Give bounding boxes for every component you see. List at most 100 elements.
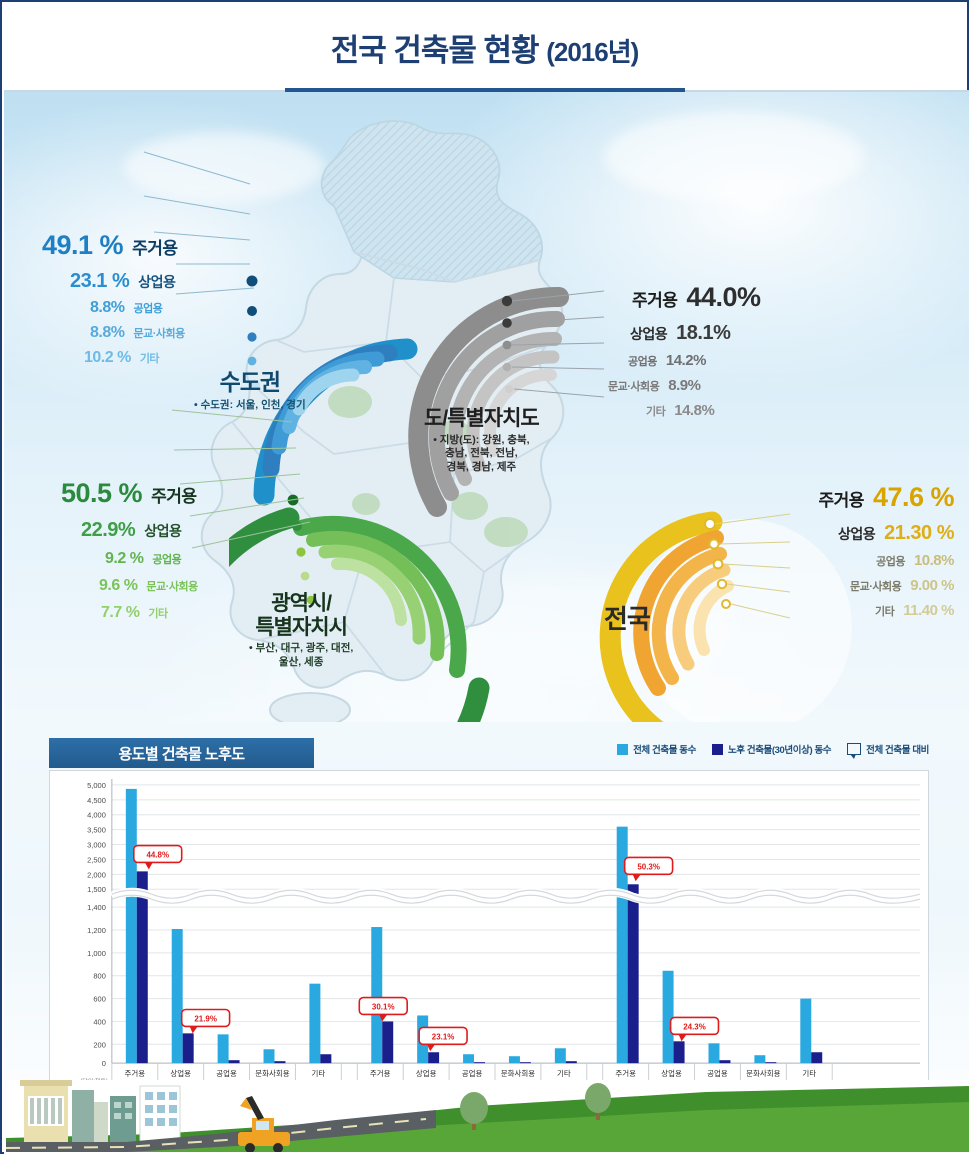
bar-aged xyxy=(182,1033,194,1064)
cloud-decor xyxy=(604,112,864,202)
bar-total xyxy=(554,1048,566,1064)
ratio-callout-label: 30.1% xyxy=(372,1003,395,1012)
stat-label: 문교·사회용 xyxy=(146,581,198,593)
bar-total xyxy=(263,1049,275,1064)
stat-label: 주거용 xyxy=(632,291,678,310)
svg-text:800: 800 xyxy=(93,972,105,981)
stat-row-commercial: 22.9% 상업용 xyxy=(81,520,379,540)
stat-row-education: 문교·사회용 9.00 % xyxy=(704,578,954,593)
bar-aged xyxy=(765,1062,777,1064)
svg-text:3,000: 3,000 xyxy=(87,841,106,850)
bar-aged xyxy=(320,1054,332,1064)
ratio-callout: 50.3% xyxy=(623,856,674,882)
svg-text:5,000: 5,000 xyxy=(87,781,106,790)
page-header: 전국 건축물 현황 (2016년) xyxy=(2,2,967,92)
stat-value: 50.5 % xyxy=(61,478,143,508)
stat-value: 9.2 % xyxy=(105,550,144,567)
stat-value: 47.6 % xyxy=(872,482,955,512)
stat-row-industrial: 9.2 % 공업용 xyxy=(105,551,379,567)
stat-label: 기타 xyxy=(875,606,895,618)
category-label: 기타 xyxy=(802,1069,816,1078)
stat-value: 7.7 % xyxy=(101,604,140,621)
chart-title: 용도별 건축물 노후도 xyxy=(118,745,246,763)
ratio-callout-label: 50.3% xyxy=(637,862,660,871)
stat-row-residential: 주거용 44.0% xyxy=(632,284,914,311)
stat-row-residential: 49.1 % 주거용 xyxy=(42,232,364,259)
arc-province-industrial xyxy=(448,331,562,486)
province-name-block: 도/특별자치도 • 지방(도): 강원, 충북, 충남, 전북, 전남, 경북,… xyxy=(424,407,540,474)
stat-label: 상업용 xyxy=(144,523,182,539)
stat-value: 9.6 % xyxy=(99,577,138,594)
ratio-callout-label: 44.8% xyxy=(146,850,169,859)
legend-label: 전체 건축물 동수 xyxy=(633,745,696,756)
stat-row-commercial: 상업용 21.30 % xyxy=(704,523,955,543)
stat-row-education: 8.8% 문교·사회용 xyxy=(90,325,364,341)
legend-item-total: 전체 건축물 동수 xyxy=(617,742,696,756)
stat-value: 11.40 % xyxy=(903,602,954,619)
ratio-callout-label: 21.9% xyxy=(194,1014,217,1023)
bar-total xyxy=(708,1043,720,1064)
metro-city-stats: 50.5 % 주거용 22.9% 상업용 9.2 % 공업용 9.6 % 문교·… xyxy=(49,480,379,621)
chart-legend: 전체 건축물 동수 노후 건축물(30년이상) 동수 전체 건축물 대비 xyxy=(617,742,929,759)
stat-label: 기타 xyxy=(139,353,160,365)
aging-chart-panel: 용도별 건축물 노후도 전체 건축물 동수 노후 건축물(30년이상) 동수 전… xyxy=(4,722,969,1154)
category-label: 주거용 xyxy=(370,1069,391,1078)
bar-aged xyxy=(382,1021,394,1064)
svg-text:4,500: 4,500 xyxy=(87,796,106,805)
svg-text:2,000: 2,000 xyxy=(87,870,106,879)
svg-text:2,500: 2,500 xyxy=(87,855,106,864)
svg-text:1,500: 1,500 xyxy=(87,885,106,894)
stat-row-residential: 50.5 % 주거용 xyxy=(61,480,379,507)
map-panel: 49.1 % 주거용 23.1 % 상업용 8.8% 공업용 8.8% 문교·사… xyxy=(4,92,969,722)
capital-region-stats: 49.1 % 주거용 23.1 % 상업용 8.8% 공업용 8.8% 문교·사… xyxy=(34,232,364,366)
stat-value: 49.1 % xyxy=(42,230,124,260)
ratio-callout-label: 24.3% xyxy=(683,1022,706,1031)
arc-capital-other xyxy=(292,368,360,416)
legend-swatch-icon xyxy=(711,743,723,755)
bar-aged xyxy=(136,871,148,1064)
stat-label: 기타 xyxy=(646,406,666,418)
category-label: 상업용 xyxy=(416,1068,437,1078)
stat-row-residential: 주거용 47.6 % xyxy=(704,482,955,512)
stat-row-industrial: 공업용 14.2% xyxy=(628,353,914,368)
arc-province-commercial xyxy=(428,310,565,501)
stat-row-other: 기타 11.40 % xyxy=(704,603,954,618)
category-label: 기타 xyxy=(557,1069,571,1078)
region-name: 수도권 xyxy=(219,369,281,395)
stat-value: 8.8% xyxy=(90,299,125,316)
category-label: 공업용 xyxy=(462,1069,483,1078)
national-stats: 주거용 47.6 % 상업용 21.30 % 공업용 10.8% 문교·사회용 … xyxy=(704,482,955,619)
arc-metro-education xyxy=(318,544,426,645)
stat-label: 문교·사회용 xyxy=(133,328,185,340)
callout-icon xyxy=(847,743,862,759)
capital-region-name-block: 수도권 • 수도권: 서울, 인천, 경기 xyxy=(194,369,306,412)
category-label: 상업용 xyxy=(661,1068,682,1078)
stat-row-other: 기타 14.8% xyxy=(646,403,914,418)
national-name-block: 전국 xyxy=(604,604,651,634)
stat-value: 10.2 % xyxy=(84,349,131,366)
svg-text:4,000: 4,000 xyxy=(87,811,106,820)
category-label: 문화사회용 xyxy=(501,1069,535,1078)
stat-value: 18.1% xyxy=(676,322,731,344)
chart-header: 용도별 건축물 노후도 전체 건축물 동수 노후 건축물(30년이상) 동수 전… xyxy=(49,738,929,768)
region-note: • 지방(도): 강원, 충북, 충남, 전북, 전남, 경북, 경남, 제주 xyxy=(433,433,530,473)
bar-aged xyxy=(274,1061,286,1064)
arc-province-education xyxy=(466,350,560,472)
stat-label: 상업용 xyxy=(630,326,668,342)
ratio-callout: 24.3% xyxy=(669,1016,720,1042)
ratio-callout: 21.9% xyxy=(180,1008,231,1034)
stat-label: 공업용 xyxy=(876,556,905,568)
stat-value: 22.9% xyxy=(81,519,136,541)
region-note: • 수도권: 서울, 인천, 경기 xyxy=(194,398,306,411)
arc-national-commercial xyxy=(633,530,724,696)
province-stats: 주거용 44.0% 상업용 18.1% 공업용 14.2% 문교·사회용 8.9… xyxy=(604,284,914,419)
grouped-bar-chart: 5,000 4,500 4,000 3,500 3,000 2,500 2,00… xyxy=(50,771,928,1091)
stat-label: 기타 xyxy=(148,608,168,620)
stat-label: 공업용 xyxy=(133,303,163,315)
arc-province-other xyxy=(484,368,557,457)
stat-label: 공업용 xyxy=(628,356,657,368)
svg-text:1,000: 1,000 xyxy=(87,949,106,958)
ratio-callout-label: 23.1% xyxy=(432,1032,455,1041)
bar-total xyxy=(508,1056,520,1064)
